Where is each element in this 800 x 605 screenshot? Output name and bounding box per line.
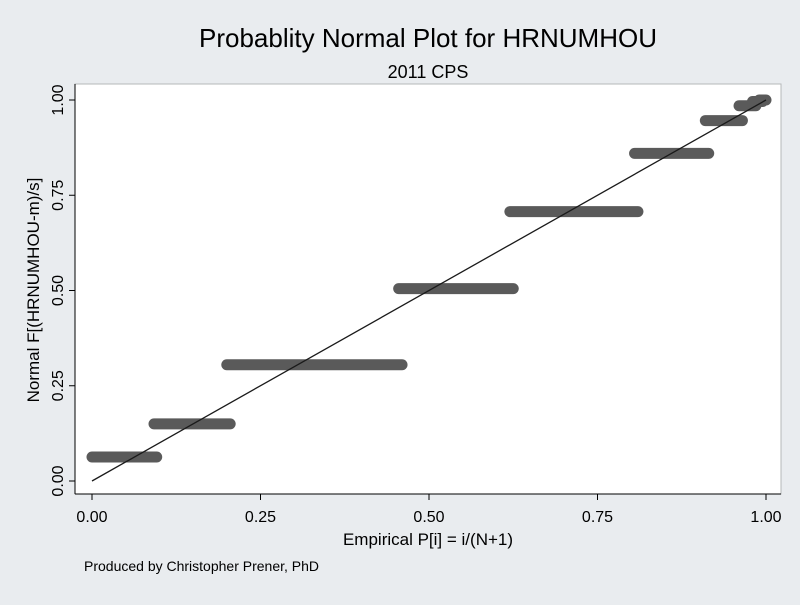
reference-line [91, 99, 767, 482]
marks-group [86, 94, 772, 482]
y-axis-label: Normal F[(HRNUMHOU-m)/s] [24, 178, 43, 403]
x-tick-label-2: 0.25 [245, 509, 276, 526]
x-tick-label-1: 0.00 [76, 509, 107, 526]
y-tick-label-4: 0.75 [50, 180, 67, 211]
x-tick-label-3: 0.50 [413, 509, 444, 526]
x-tick-label-5: 1.00 [750, 509, 781, 526]
y-tick-label-3: 0.50 [50, 275, 67, 306]
y-tick-label-1: 0.00 [50, 465, 67, 496]
chart-subtitle: 2011 CPS [388, 62, 469, 82]
y-tick-label-2: 0.25 [50, 370, 67, 401]
x-tick-label-4: 0.75 [582, 509, 613, 526]
y-tick-label-5: 1.00 [50, 84, 67, 115]
chart-title: Probablity Normal Plot for HRNUMHOU [199, 23, 657, 53]
credit-note: Produced by Christopher Prener, PhD [84, 558, 320, 574]
x-axis-label: Empirical P[i] = i/(N+1) [343, 530, 513, 549]
axes-group: 0.00 0.25 0.50 0.75 1.00 0.00 0.25 0.50 0.75 1.00 [50, 84, 782, 526]
